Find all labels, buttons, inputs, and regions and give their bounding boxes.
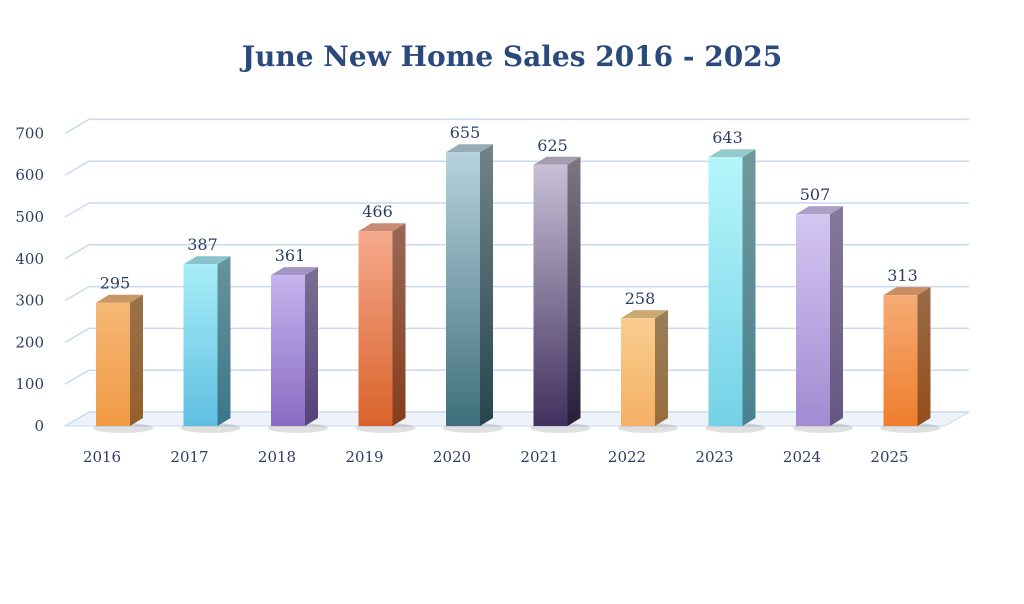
x-tick-label: 2017 — [170, 448, 208, 466]
y-tick-label: 700 — [15, 124, 44, 142]
bar-side — [305, 267, 318, 426]
bar-front — [96, 302, 130, 426]
y-tick-label: 100 — [15, 375, 44, 393]
data-label: 361 — [275, 246, 306, 265]
data-label: 655 — [450, 123, 481, 142]
bar-2017: 387 — [180, 235, 241, 433]
x-tick-label: 2022 — [608, 448, 646, 466]
chart-title: June New Home Sales 2016 - 2025 — [241, 40, 783, 73]
gridline — [64, 327, 969, 344]
bar-2024: 507 — [793, 185, 853, 433]
bar-front — [708, 157, 743, 426]
bar-side — [917, 287, 931, 426]
bar-2025: 313 — [880, 266, 941, 433]
bar-2020: 655 — [443, 123, 503, 433]
x-tick-label: 2016 — [83, 448, 121, 466]
bar-top — [271, 267, 318, 276]
x-tick-label: 2020 — [433, 448, 471, 466]
x-tick-label: 2025 — [870, 448, 908, 466]
bar-top — [183, 256, 231, 265]
x-tick-label: 2021 — [520, 448, 558, 466]
bar-front — [446, 152, 480, 426]
gridline — [64, 202, 969, 218]
bar-top — [708, 149, 756, 158]
bar-front — [533, 164, 568, 426]
bar-top — [621, 310, 668, 319]
data-label: 295 — [100, 274, 131, 293]
data-label: 507 — [800, 185, 831, 204]
bar-front — [621, 318, 655, 426]
x-tick-label: 2018 — [258, 448, 296, 466]
bar-front — [883, 295, 918, 426]
data-label: 643 — [712, 128, 743, 147]
bar-side — [130, 294, 143, 426]
bar-side — [830, 206, 843, 426]
y-tick-label: 600 — [15, 166, 44, 184]
bar-top — [883, 287, 931, 296]
gridline — [64, 160, 969, 176]
y-tick-label: 300 — [15, 292, 44, 310]
x-axis: 2016 2017 2018 2019 2020 2021 2022 2023 2024 2025 — [83, 448, 909, 466]
bar-front — [358, 231, 393, 426]
bar-2018: 361 — [268, 246, 328, 433]
bar-side — [217, 256, 231, 426]
y-tick-label: 500 — [15, 208, 44, 226]
gridline — [64, 285, 969, 302]
gridline — [64, 244, 969, 260]
gridline — [64, 369, 969, 385]
bar-2022: 258 — [618, 289, 678, 433]
bar-top — [96, 294, 143, 303]
data-label: 313 — [887, 266, 918, 285]
y-tick-label: 200 — [15, 333, 44, 351]
x-tick-label: 2019 — [345, 448, 383, 466]
bar-side — [742, 149, 756, 426]
bar-front — [796, 214, 830, 426]
bar-top — [446, 144, 493, 153]
bar-2016: 295 — [93, 274, 153, 433]
bar-top — [533, 156, 581, 165]
gridline — [64, 118, 969, 135]
data-label: 387 — [187, 235, 218, 254]
bar-front — [183, 264, 218, 426]
bar-top — [796, 206, 843, 215]
bars: 295 387 361 466 655 625 258 643 507 313 — [93, 123, 941, 433]
bar-side — [655, 310, 668, 426]
x-tick-label: 2024 — [783, 448, 821, 466]
bar-side — [392, 223, 406, 426]
bar-2023: 643 — [705, 128, 766, 433]
bar-side — [567, 156, 581, 426]
bar-2019: 466 — [355, 202, 416, 433]
y-tick-label: 400 — [15, 250, 44, 268]
bar-2021: 625 — [530, 136, 591, 433]
bar-front — [271, 275, 305, 426]
gridline — [64, 411, 969, 427]
bar-top — [358, 223, 406, 232]
y-axis: 0 100 200 300 400 500 600 700 — [15, 124, 44, 435]
bar-side — [480, 144, 493, 426]
data-label: 258 — [625, 289, 656, 308]
x-tick-label: 2023 — [695, 448, 733, 466]
data-label: 466 — [362, 202, 393, 221]
data-label: 625 — [537, 136, 568, 155]
y-tick-label: 0 — [34, 417, 44, 435]
